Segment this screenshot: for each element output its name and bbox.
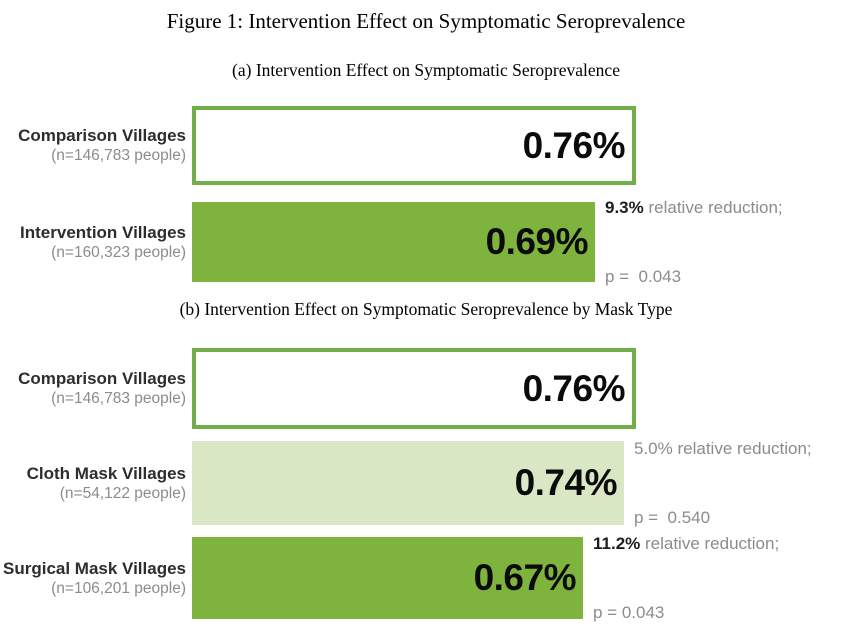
bar-value: 0.69%: [485, 221, 589, 262]
bar-label-n: (n=146,783 people): [51, 147, 186, 164]
bar-label-comparison-b: Comparison Villages (n=146,783 people): [0, 368, 186, 409]
p-value: p = 0.043: [593, 603, 665, 622]
bar-row-comparison-b: Comparison Villages (n=146,783 people) 0…: [0, 348, 852, 429]
reduction-annotation-surgical: 11.2% relative reduction; p = 0.043: [593, 486, 779, 642]
bar-label-title: Cloth Mask Villages: [26, 463, 186, 483]
bar-label-title: Surgical Mask Villages: [3, 558, 186, 578]
bar-label-title: Comparison Villages: [18, 126, 186, 145]
bar-surgical-mask: 0.67%: [192, 537, 583, 619]
bar-label-intervention: Intervention Villages (n=160,323 people): [0, 222, 186, 263]
panel-a-subtitle: (a) Intervention Effect on Symptomatic S…: [232, 60, 620, 80]
bar-comparison-a: 0.76%: [192, 106, 636, 185]
bar-value: 0.76%: [522, 367, 626, 409]
bar-label-cloth-mask: Cloth Mask Villages (n=54,122 people): [0, 463, 186, 504]
bar-label-title: Intervention Villages: [20, 222, 186, 242]
figure-title: Figure 1: Intervention Effect on Symptom…: [166, 9, 686, 33]
bar-label-title: Comparison Villages: [18, 369, 186, 388]
bar-label-n: (n=160,323 people): [51, 243, 186, 261]
bar-intervention: 0.69%: [192, 202, 595, 282]
bar-row-surgical-mask: Surgical Mask Villages (n=106,201 people…: [0, 534, 852, 622]
bar-value: 0.76%: [522, 124, 626, 166]
panel-b-subtitle: (b) Intervention Effect on Symptomatic S…: [179, 299, 673, 319]
bar-row-cloth-mask: Cloth Mask Villages (n=54,122 people) 0.…: [0, 439, 852, 527]
bar-cloth-mask: 0.74%: [192, 441, 624, 525]
bar-label-n: (n=54,122 people): [59, 484, 186, 502]
reduction-annotation-intervention: 9.3% relative reduction; p = 0.043: [605, 150, 783, 334]
annotation-line-1: 11.2% relative reduction;: [593, 532, 779, 555]
reduction-text: relative reduction;: [643, 198, 783, 217]
p-value: p = 0.540: [634, 508, 711, 527]
annotation-line-1: 5.0% relative reduction;: [634, 437, 812, 460]
bar-label-n: (n=106,201 people): [51, 579, 186, 597]
bar-label-n: (n=146,783 people): [51, 390, 186, 407]
annotation-line-1: 9.3% relative reduction;: [605, 196, 783, 219]
p-value: p = 0.043: [605, 267, 682, 286]
bar-label-surgical-mask: Surgical Mask Villages (n=106,201 people…: [0, 558, 186, 599]
reduction-annotation-cloth: 5.0% relative reduction; p = 0.540: [634, 391, 812, 575]
bar-value: 0.67%: [473, 557, 577, 598]
reduction-text: relative reduction;: [640, 534, 780, 553]
bar-label-comparison-a: Comparison Villages (n=146,783 people): [0, 125, 186, 166]
reduction-text: relative reduction;: [672, 439, 812, 458]
reduction-percent: 9.3%: [605, 198, 644, 217]
bar-row-intervention: Intervention Villages (n=160,323 people)…: [0, 198, 852, 286]
reduction-percent: 11.2%: [593, 534, 641, 553]
bar-row-comparison-a: Comparison Villages (n=146,783 people) 0…: [0, 106, 852, 185]
bar-comparison-b: 0.76%: [192, 348, 636, 429]
reduction-percent: 5.0%: [634, 439, 673, 458]
bar-value: 0.74%: [514, 462, 618, 503]
